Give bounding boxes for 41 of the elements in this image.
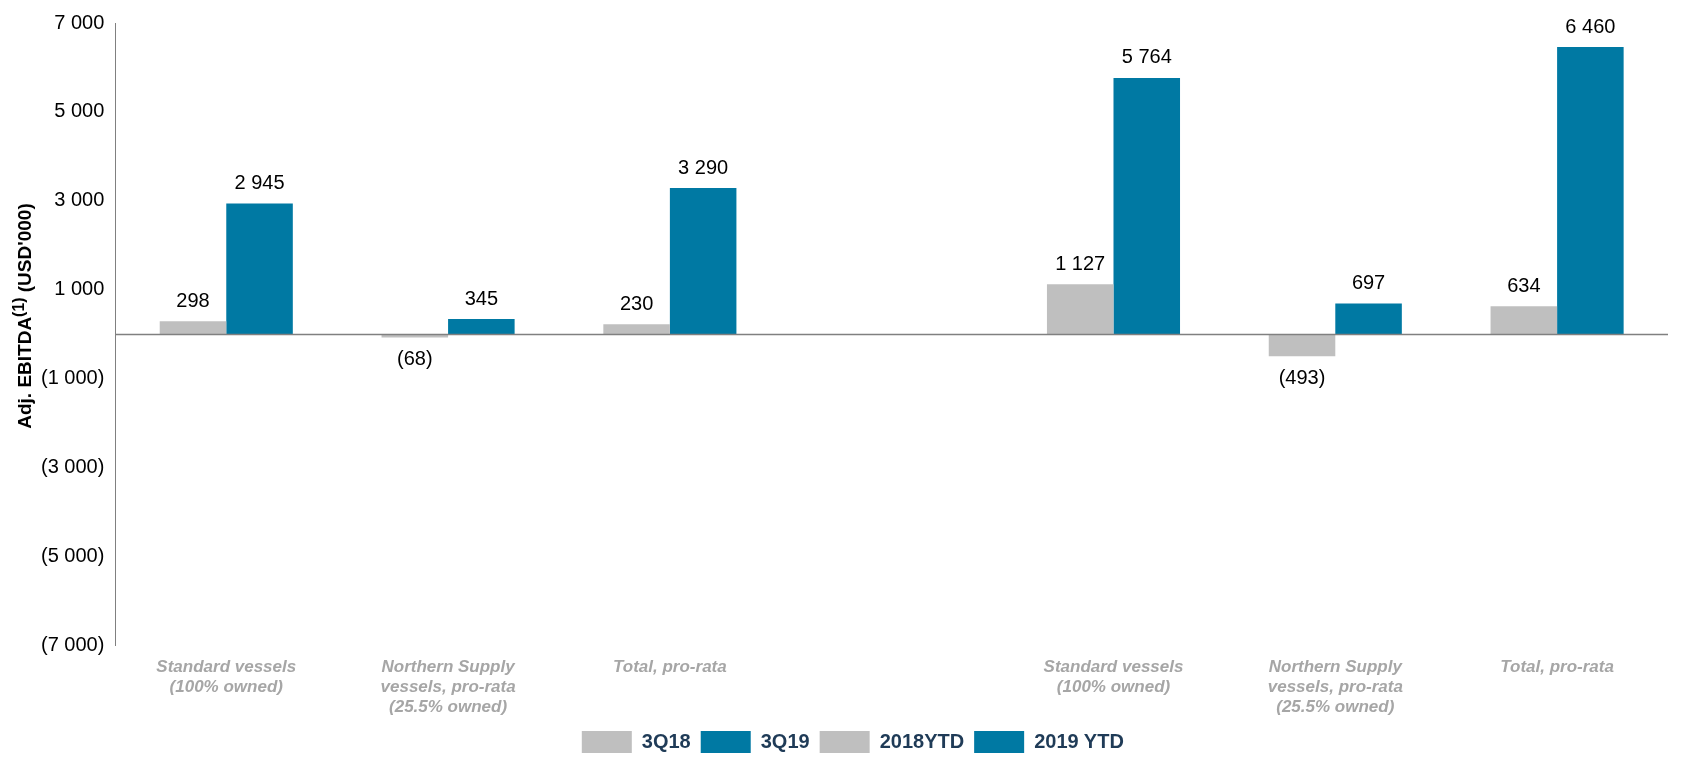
data-label: 697 — [1351, 270, 1386, 293]
y-tick-label: 5 000 — [54, 99, 105, 122]
x-tick-label: Standard vessels (100% owned) — [1043, 656, 1184, 697]
bar — [159, 321, 227, 335]
data-label: 2 945 — [234, 170, 285, 193]
bar — [1113, 77, 1181, 335]
y-tick-label: 7 000 — [54, 10, 105, 33]
data-label: 298 — [176, 288, 210, 311]
bar — [448, 319, 515, 335]
y-tick-label: (5 000) — [40, 544, 105, 567]
x-tick-label: Northern Supply vessels, pro-rata (25.5% owned) — [1267, 656, 1404, 717]
legend-label: 2018YTD — [879, 729, 965, 752]
x-tick-label: Total, pro-rata — [613, 656, 727, 676]
x-tick-label: Northern Supply vessels, pro-rata (25.5% owned) — [380, 656, 517, 717]
data-label: 634 — [1507, 273, 1541, 296]
data-label: 3 290 — [678, 155, 729, 178]
y-tick-label: 1 000 — [54, 277, 105, 300]
data-label: 6 460 — [1565, 14, 1616, 37]
bar — [226, 203, 293, 335]
bar — [603, 324, 670, 335]
bar — [1046, 284, 1114, 335]
legend-label: 2019 YTD — [1034, 729, 1124, 752]
data-label: (493) — [1278, 365, 1326, 388]
x-tick-label: Total, pro-rata — [1500, 656, 1614, 676]
y-tick-label: (3 000) — [40, 455, 105, 478]
data-label: 345 — [464, 286, 499, 309]
legend-label: 3Q19 — [760, 729, 810, 752]
data-label: 1 127 — [1055, 251, 1106, 274]
bar — [1268, 334, 1336, 357]
data-label: 5 764 — [1121, 45, 1172, 68]
bar — [669, 188, 737, 335]
data-label: (68) — [397, 346, 433, 369]
bar — [1557, 47, 1624, 335]
y-tick-label: (1 000) — [40, 366, 105, 389]
bar — [1335, 303, 1402, 335]
x-tick-label: Standard vessels (100% owned) — [156, 656, 297, 697]
legend-label: 3Q18 — [641, 729, 691, 752]
bar — [1490, 306, 1558, 335]
y-tick-label: 3 000 — [54, 188, 105, 211]
y-tick-label: (7 000) — [40, 633, 105, 656]
data-label: 230 — [619, 291, 654, 314]
